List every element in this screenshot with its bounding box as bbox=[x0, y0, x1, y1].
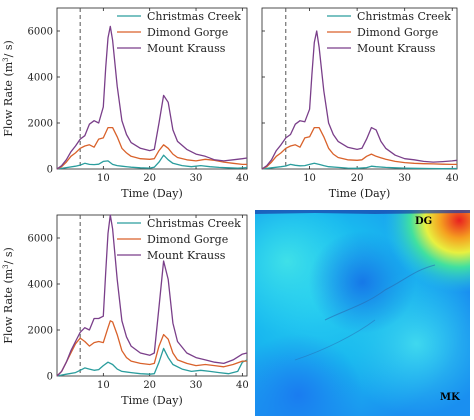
legend-label: Christmas Creek bbox=[147, 10, 241, 23]
y-axis-label: Flow Rate (m3/ s) bbox=[2, 40, 15, 137]
series-line-dimond-gorge bbox=[56, 126, 247, 170]
legend-label: Dimond Gorge bbox=[357, 26, 438, 39]
x-axis-label: Time (Day) bbox=[329, 187, 390, 200]
series-line-mount-krauss bbox=[56, 25, 248, 170]
x-tick-label: 10 bbox=[303, 173, 316, 184]
x-axis-label: Time (Day) bbox=[121, 394, 182, 407]
x-tick-label: 30 bbox=[190, 173, 203, 184]
elevation-map: DG MK bbox=[255, 210, 470, 416]
legend-label: Mount Krauss bbox=[357, 42, 436, 55]
plot-frame bbox=[56, 214, 248, 377]
elevation-map-image: DG MK bbox=[255, 210, 470, 416]
y-axis-label: Flow Rate (m3/ s) bbox=[2, 247, 15, 344]
x-tick-label: 30 bbox=[190, 380, 203, 391]
y-tick-label: 0 bbox=[47, 165, 53, 176]
series-line-dimond-gorge bbox=[261, 126, 457, 170]
legend-label: Dimond Gorge bbox=[147, 233, 228, 246]
plot-frame bbox=[261, 7, 458, 170]
legend-label: Mount Krauss bbox=[147, 42, 226, 55]
x-tick-label: 30 bbox=[398, 173, 411, 184]
series-line-christmas-creek bbox=[261, 162, 458, 170]
y-tick-label: 4000 bbox=[28, 73, 53, 84]
x-tick-label: 20 bbox=[143, 173, 156, 184]
map-label-mk: MK bbox=[440, 392, 460, 403]
y-tick-label: 4000 bbox=[28, 280, 53, 291]
x-tick-label: 10 bbox=[97, 173, 110, 184]
series-line-mount-krauss bbox=[261, 30, 458, 170]
series-line-mount-krauss bbox=[56, 214, 248, 377]
y-tick-label: 6000 bbox=[28, 234, 53, 245]
y-tick-label: 6000 bbox=[28, 27, 53, 38]
series-line-christmas-creek bbox=[56, 154, 248, 170]
series-line-christmas-creek bbox=[56, 347, 248, 377]
series-line-dimond-gorge bbox=[56, 320, 247, 377]
x-tick-label: 20 bbox=[143, 380, 156, 391]
legend-label: Christmas Creek bbox=[147, 217, 241, 230]
map-label-dg: DG bbox=[415, 216, 432, 227]
x-tick-label: 10 bbox=[97, 380, 110, 391]
x-tick-label: 20 bbox=[351, 173, 364, 184]
x-axis-label: Time (Day) bbox=[121, 187, 182, 200]
x-tick-label: 40 bbox=[236, 173, 249, 184]
x-tick-label: 40 bbox=[236, 380, 249, 391]
y-tick-label: 2000 bbox=[28, 326, 53, 337]
x-tick-label: 40 bbox=[446, 173, 459, 184]
legend-label: Mount Krauss bbox=[147, 249, 226, 262]
y-tick-label: 0 bbox=[47, 372, 53, 383]
legend-label: Christmas Creek bbox=[357, 10, 451, 23]
legend-label: Dimond Gorge bbox=[147, 26, 228, 39]
y-tick-label: 2000 bbox=[28, 119, 53, 130]
plot-frame bbox=[56, 7, 248, 170]
